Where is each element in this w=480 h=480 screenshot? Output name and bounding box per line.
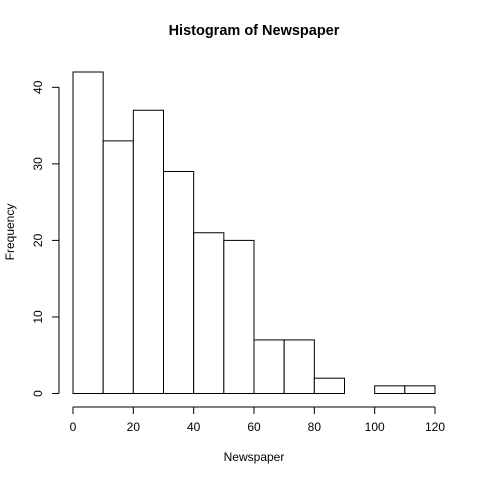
y-tick-label: 0 xyxy=(31,390,45,397)
histogram-bar xyxy=(374,385,406,395)
x-tick-label: 0 xyxy=(70,420,77,434)
histogram-bar xyxy=(283,339,315,395)
x-tick-label: 80 xyxy=(308,420,322,434)
y-axis-label: Frequency xyxy=(3,204,17,261)
y-tick-label: 10 xyxy=(31,310,45,324)
x-tick-label: 40 xyxy=(187,420,201,434)
x-tick-label: 100 xyxy=(365,420,385,434)
histogram-bar xyxy=(253,339,285,395)
bars-group xyxy=(72,71,436,395)
histogram-bar xyxy=(223,239,255,394)
y-tick-label: 20 xyxy=(31,233,45,247)
y-tick-label: 30 xyxy=(31,157,45,171)
histogram-bar xyxy=(404,385,436,395)
x-tick-label: 20 xyxy=(127,420,141,434)
histogram-bar xyxy=(102,140,134,394)
x-tick-label: 120 xyxy=(425,420,445,434)
histogram-bar xyxy=(193,232,225,394)
y-tick-label: 40 xyxy=(31,80,45,94)
histogram-bar xyxy=(72,71,104,394)
x-axis: 0 20 40 60 80 100 120 xyxy=(70,406,445,434)
chart-title: Histogram of Newspaper xyxy=(169,23,340,39)
histogram-bar xyxy=(132,109,165,395)
histogram-bar xyxy=(163,171,195,394)
x-axis-label: Newspaper xyxy=(224,450,285,464)
x-tick-label: 60 xyxy=(247,420,261,434)
histogram-bar xyxy=(313,377,345,395)
y-axis: 0 10 20 30 40 xyxy=(31,80,60,397)
